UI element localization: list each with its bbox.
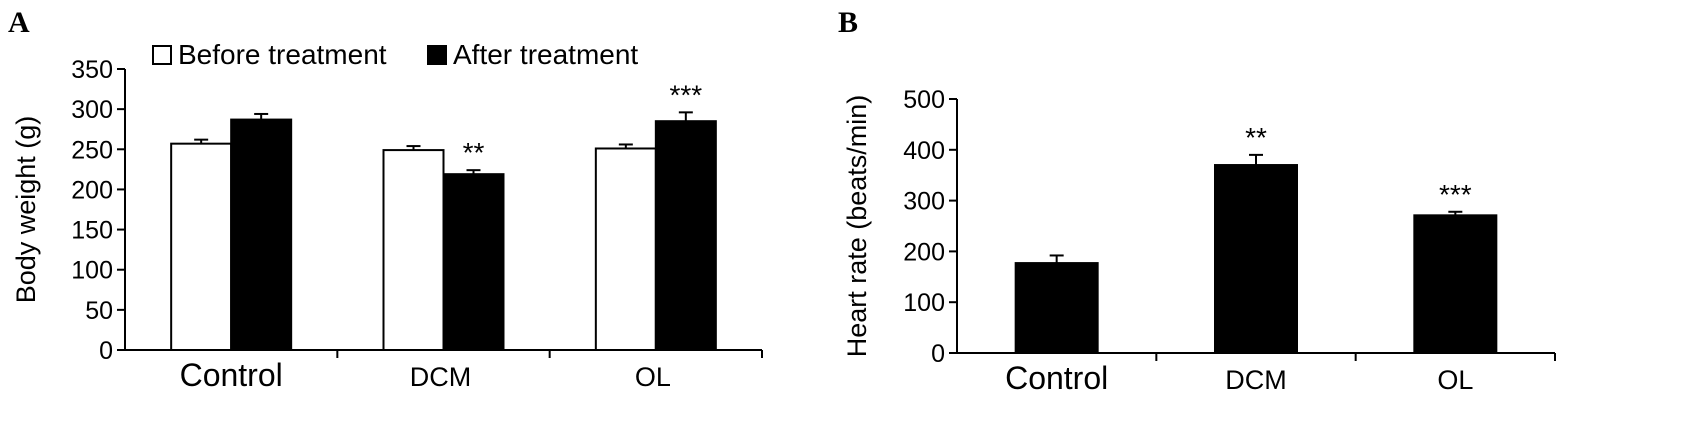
- significance-marker: **: [463, 137, 485, 168]
- panel-b-chart: 0 100 200 300 400 500 Heart rate (beats/min) Co…: [842, 86, 1556, 396]
- y-tick-label: 0: [931, 340, 945, 368]
- significance-marker: ***: [1439, 179, 1472, 210]
- y-tick-label: 50: [85, 297, 113, 325]
- y-tick-label: 250: [71, 136, 113, 164]
- y-axis-title: Body weight (g): [11, 116, 41, 304]
- y-tick-label: 100: [71, 257, 113, 285]
- y-tick-label: 200: [71, 176, 113, 204]
- y-tick-label: 500: [903, 86, 945, 114]
- bar: [654, 120, 717, 351]
- significance-marker: ***: [669, 79, 702, 110]
- y-tick-label: 150: [71, 217, 113, 245]
- panel-letter-a: A: [8, 6, 30, 39]
- y-tick-label: 350: [71, 56, 113, 84]
- legend-label: Before treatment: [178, 39, 387, 70]
- x-category-label: Control: [180, 357, 283, 393]
- x-category-label: DCM: [410, 362, 472, 392]
- x-category-label: Control: [1005, 360, 1108, 396]
- y-tick-label: 300: [71, 96, 113, 124]
- legend-swatch: [152, 45, 172, 65]
- legend-label: After treatment: [453, 39, 638, 70]
- bar: [1214, 164, 1298, 354]
- bar: [1014, 262, 1099, 355]
- bar: [442, 173, 505, 351]
- panel-a-chart: 0 50 100 150 200 250 300 350 Body weight (g) Cont…: [11, 39, 763, 393]
- y-tick-label: 200: [903, 238, 945, 266]
- legend-swatch: [427, 45, 447, 65]
- panel-letter-b: B: [838, 6, 858, 39]
- x-category-label: OL: [1437, 365, 1473, 395]
- bar: [594, 147, 657, 351]
- y-axis-title: Heart rate (beats/min): [842, 95, 872, 358]
- significance-marker: **: [1245, 122, 1267, 153]
- bar: [1413, 214, 1498, 354]
- x-category-label: DCM: [1225, 365, 1287, 395]
- y-tick-label: 300: [903, 188, 945, 216]
- x-category-label: OL: [635, 362, 671, 392]
- bar: [170, 142, 233, 351]
- y-tick-label: 0: [99, 337, 113, 365]
- bar: [230, 118, 293, 351]
- bar: [382, 149, 445, 351]
- y-tick-label: 100: [903, 289, 945, 317]
- y-tick-label: 400: [903, 137, 945, 165]
